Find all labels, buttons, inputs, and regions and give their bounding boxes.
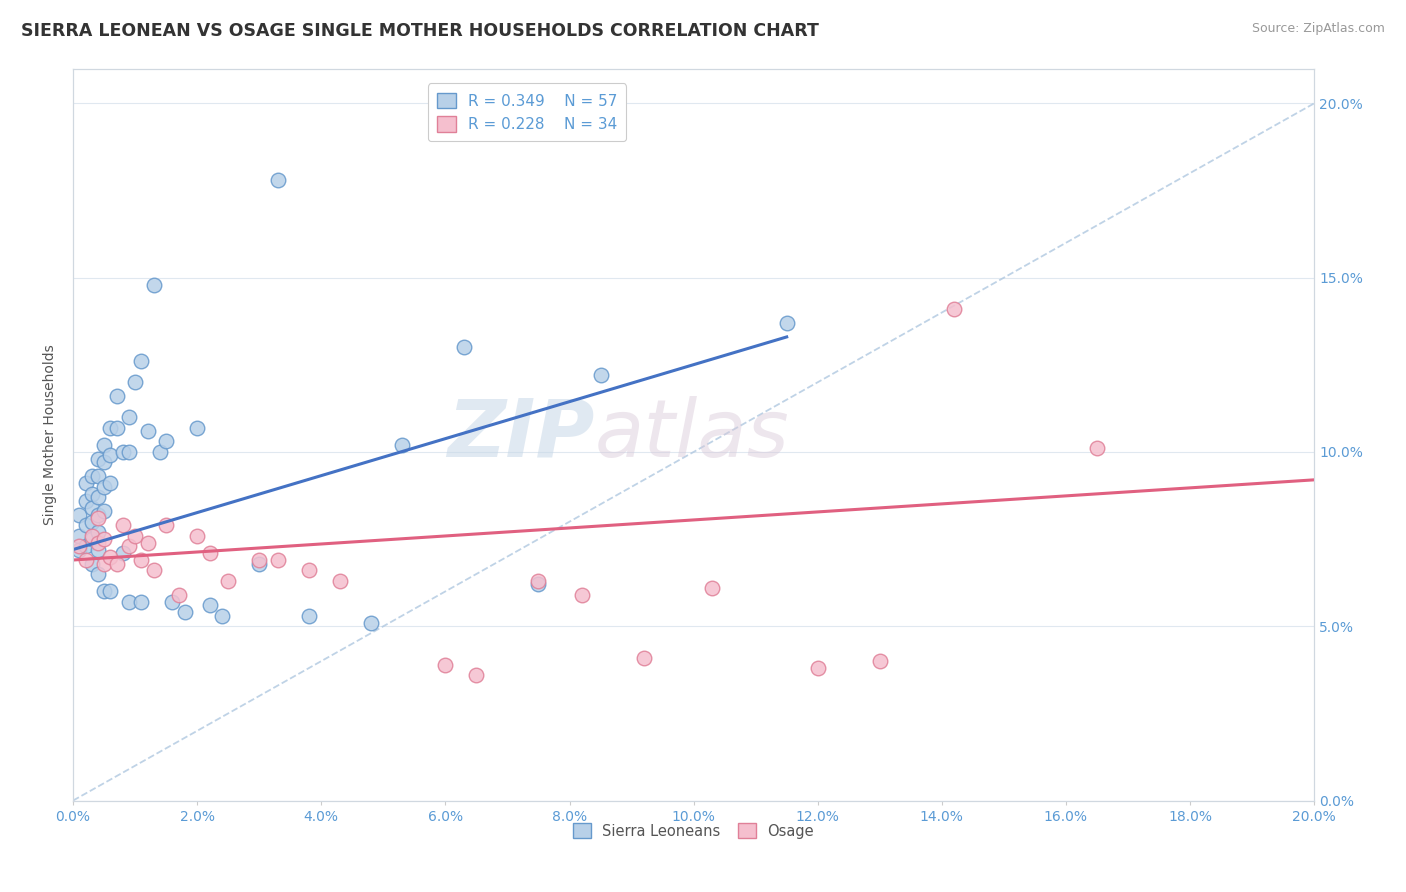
Point: [67, 528, 90, 542]
Point: [93, 438, 115, 452]
Point: [80, 528, 103, 542]
Point: [142, 564, 165, 578]
Text: Source: ZipAtlas.com: Source: ZipAtlas.com: [1251, 22, 1385, 36]
Point: [87, 535, 110, 549]
Point: [87, 566, 110, 581]
Point: [75, 518, 97, 533]
Point: [131, 595, 153, 609]
Point: [298, 564, 321, 578]
Point: [198, 546, 221, 560]
Point: [75, 553, 97, 567]
Point: [360, 615, 382, 630]
Point: [118, 595, 141, 609]
Point: [527, 574, 550, 588]
Point: [80, 487, 103, 501]
Point: [118, 410, 141, 425]
Point: [93, 480, 115, 494]
Point: [267, 553, 290, 567]
Point: [391, 438, 413, 452]
Point: [434, 657, 457, 672]
Point: [155, 434, 177, 449]
Point: [633, 650, 655, 665]
Point: [329, 574, 352, 588]
Point: [80, 515, 103, 529]
Point: [98, 549, 121, 564]
Y-axis label: Single Mother Households: Single Mother Households: [44, 344, 58, 524]
Point: [162, 595, 184, 609]
Point: [80, 557, 103, 571]
Point: [217, 574, 239, 588]
Point: [173, 605, 195, 619]
Point: [93, 455, 115, 469]
Point: [87, 508, 110, 522]
Point: [105, 557, 128, 571]
Point: [131, 553, 153, 567]
Point: [67, 542, 90, 557]
Point: [247, 557, 270, 571]
Point: [702, 581, 724, 595]
Point: [93, 532, 115, 546]
Point: [869, 654, 891, 668]
Text: SIERRA LEONEAN VS OSAGE SINGLE MOTHER HOUSEHOLDS CORRELATION CHART: SIERRA LEONEAN VS OSAGE SINGLE MOTHER HO…: [21, 22, 818, 40]
Point: [298, 608, 321, 623]
Point: [571, 588, 593, 602]
Point: [105, 420, 128, 434]
Point: [111, 518, 134, 533]
Point: [75, 539, 97, 553]
Point: [87, 469, 110, 483]
Point: [589, 368, 612, 383]
Point: [943, 301, 966, 316]
Point: [453, 340, 475, 354]
Point: [198, 599, 221, 613]
Point: [93, 584, 115, 599]
Point: [527, 577, 550, 591]
Point: [105, 389, 128, 403]
Point: [155, 518, 177, 533]
Point: [1085, 442, 1108, 456]
Point: [87, 490, 110, 504]
Point: [98, 476, 121, 491]
Point: [80, 532, 103, 546]
Point: [118, 445, 141, 459]
Point: [211, 608, 233, 623]
Point: [93, 504, 115, 518]
Point: [776, 316, 799, 330]
Point: [142, 277, 165, 292]
Point: [111, 546, 134, 560]
Text: ZIP: ZIP: [447, 395, 595, 474]
Point: [136, 535, 159, 549]
Text: atlas: atlas: [595, 395, 789, 474]
Point: [118, 539, 141, 553]
Point: [75, 493, 97, 508]
Point: [186, 420, 208, 434]
Point: [167, 588, 190, 602]
Point: [67, 539, 90, 553]
Point: [149, 445, 172, 459]
Point: [186, 528, 208, 542]
Point: [807, 661, 830, 675]
Legend: Sierra Leoneans, Osage: Sierra Leoneans, Osage: [568, 817, 820, 845]
Point: [67, 508, 90, 522]
Point: [98, 449, 121, 463]
Point: [80, 500, 103, 515]
Point: [124, 376, 146, 390]
Point: [87, 525, 110, 540]
Point: [98, 420, 121, 434]
Point: [267, 173, 290, 187]
Point: [111, 445, 134, 459]
Point: [136, 424, 159, 438]
Point: [87, 451, 110, 466]
Point: [87, 542, 110, 557]
Point: [87, 511, 110, 525]
Point: [124, 528, 146, 542]
Point: [465, 668, 488, 682]
Point: [98, 584, 121, 599]
Point: [75, 476, 97, 491]
Point: [93, 557, 115, 571]
Point: [80, 469, 103, 483]
Point: [247, 553, 270, 567]
Point: [131, 354, 153, 368]
